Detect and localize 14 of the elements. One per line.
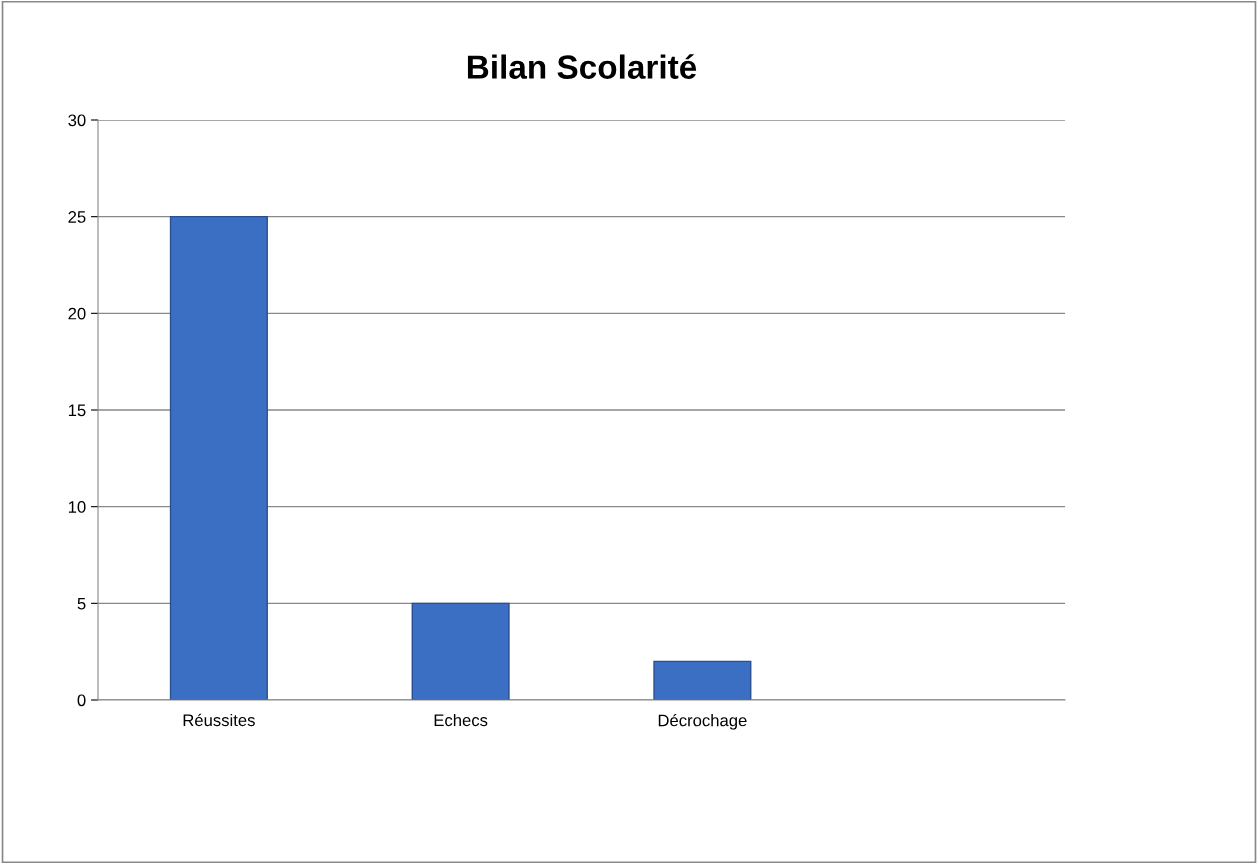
y-tick-label: 30 (68, 114, 86, 127)
x-tick-label: Echecs (434, 713, 488, 727)
chart-title: Bilan Scolarité (467, 54, 697, 79)
y-tick-label: 10 (68, 501, 86, 513)
y-tick-label: 0 (77, 694, 86, 707)
bar (169, 215, 268, 700)
y-tick-label: 15 (68, 404, 86, 417)
x-tick-label: Réussites (183, 713, 255, 727)
bar (653, 660, 752, 700)
y-tick-label: 20 (68, 307, 86, 320)
bar (411, 602, 510, 700)
y-tick-label: 25 (68, 211, 86, 223)
x-tick-label: Décrochage (658, 713, 747, 730)
y-tick-label: 5 (77, 597, 86, 610)
